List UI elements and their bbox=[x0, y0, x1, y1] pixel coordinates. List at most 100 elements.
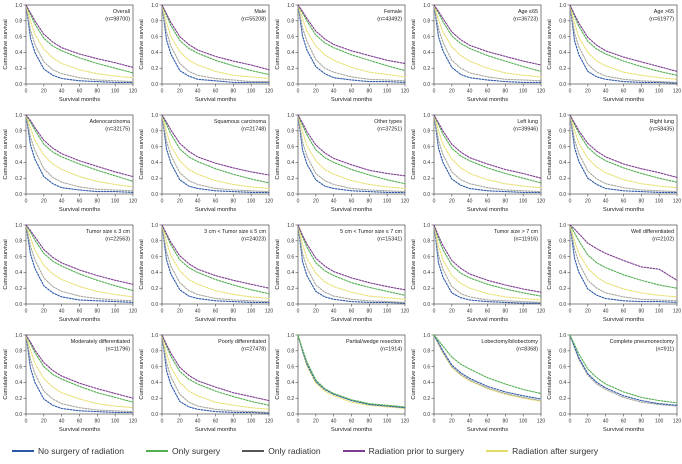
x-tick-label: 80 bbox=[639, 309, 645, 315]
survival-curve bbox=[25, 114, 134, 193]
y-tick-label: 0.2 bbox=[423, 66, 430, 72]
survival-curve bbox=[569, 4, 678, 84]
y-tick-label: 0.2 bbox=[287, 176, 294, 182]
km-panel: 0.0 0.2 0.4 0.6 0.8 1.0 0 20 40 60 80 100 120 Surviva… bbox=[139, 333, 273, 433]
y-tick-label: 0.8 bbox=[423, 349, 430, 355]
y-tick-label: 1.0 bbox=[15, 113, 22, 119]
survival-curve bbox=[25, 114, 134, 192]
panel-title: Male bbox=[254, 9, 266, 15]
x-tick-label: 0 bbox=[25, 199, 28, 205]
y-tick-label: 0.2 bbox=[15, 176, 22, 182]
y-tick-label: 0.6 bbox=[15, 34, 22, 40]
x-tick-label: 120 bbox=[265, 309, 273, 315]
panel-title: Right lung bbox=[650, 119, 674, 125]
survival-curve bbox=[433, 114, 542, 193]
km-panel: 0.0 0.2 0.4 0.6 0.8 1.0 0 20 40 60 80 100 120 Surviva… bbox=[275, 113, 409, 213]
y-tick-label: 1.0 bbox=[423, 3, 430, 9]
y-tick-label: 0.6 bbox=[559, 254, 566, 260]
x-tick-label: 80 bbox=[503, 199, 509, 205]
x-tick-label: 40 bbox=[195, 309, 201, 315]
survival-curve bbox=[297, 334, 406, 408]
legend-label: Only surgery bbox=[172, 446, 221, 456]
x-tick-label: 120 bbox=[537, 419, 545, 425]
x-tick-label: 80 bbox=[367, 199, 373, 205]
x-tick-label: 100 bbox=[519, 309, 528, 315]
x-tick-label: 120 bbox=[401, 419, 409, 425]
legend-item: No surgery of radiation bbox=[12, 446, 124, 456]
survival-curve bbox=[433, 334, 542, 400]
x-tick-label: 0 bbox=[161, 89, 164, 95]
y-tick-label: 0.2 bbox=[559, 286, 566, 292]
y-tick-label: 0.4 bbox=[423, 50, 430, 56]
y-tick-label: 0.8 bbox=[287, 239, 294, 245]
legend-label: Radiation prior to surgery bbox=[368, 446, 465, 456]
x-tick-label: 40 bbox=[59, 419, 65, 425]
km-panel: 0.0 0.2 0.4 0.6 0.8 1.0 0 20 40 60 80 100 120 Surviva… bbox=[3, 113, 137, 213]
y-tick-label: 0.4 bbox=[423, 380, 430, 386]
legend-item: Only surgery bbox=[146, 446, 220, 456]
x-tick-label: 20 bbox=[41, 309, 47, 315]
survival-curve bbox=[297, 4, 406, 65]
survival-curve bbox=[25, 334, 134, 413]
survival-curve bbox=[297, 114, 406, 190]
panel-n-label: (n=11796) bbox=[106, 347, 131, 353]
x-tick-label: 0 bbox=[25, 419, 28, 425]
y-tick-label: 0.4 bbox=[287, 270, 294, 276]
panel-n-label: (n=32175) bbox=[105, 127, 130, 133]
y-tick-label: 0.0 bbox=[15, 412, 22, 418]
survival-curve bbox=[25, 114, 134, 182]
y-tick-label: 0.8 bbox=[559, 239, 566, 245]
y-tick-label: 0.8 bbox=[559, 19, 566, 25]
x-tick-label: 20 bbox=[585, 89, 591, 95]
y-tick-label: 0.0 bbox=[559, 302, 566, 308]
y-tick-label: 0.6 bbox=[559, 144, 566, 150]
panel-title: Squamous carcinoma bbox=[214, 119, 266, 125]
x-tick-label: 60 bbox=[77, 419, 83, 425]
panel-title: Tumor size > 7 cm bbox=[494, 229, 539, 235]
x-tick-label: 0 bbox=[161, 199, 164, 205]
panel-title: Left lung bbox=[517, 119, 538, 125]
x-tick-label: 100 bbox=[655, 89, 664, 95]
km-panel: 0.0 0.2 0.4 0.6 0.8 1.0 0 20 40 60 80 100 120 Surviva… bbox=[139, 113, 273, 213]
y-tick-label: 0.8 bbox=[151, 19, 158, 25]
x-axis-label: Survival months bbox=[331, 317, 372, 323]
y-tick-label: 0.2 bbox=[287, 286, 294, 292]
y-tick-label: 0.4 bbox=[559, 270, 566, 276]
x-tick-label: 40 bbox=[603, 419, 609, 425]
y-tick-label: 0.2 bbox=[423, 286, 430, 292]
y-tick-label: 0.8 bbox=[423, 129, 430, 135]
x-tick-label: 120 bbox=[673, 419, 681, 425]
panel-title: Complete pneumonectomy bbox=[610, 339, 675, 345]
y-tick-label: 0.8 bbox=[287, 129, 294, 135]
x-tick-label: 120 bbox=[265, 419, 273, 425]
y-tick-label: 0.2 bbox=[559, 66, 566, 72]
x-tick-label: 80 bbox=[367, 89, 373, 95]
y-tick-label: 0.8 bbox=[151, 129, 158, 135]
x-tick-label: 20 bbox=[177, 309, 183, 315]
x-tick-label: 100 bbox=[519, 89, 528, 95]
legend-line-swatch bbox=[486, 450, 509, 452]
y-tick-label: 0.8 bbox=[15, 239, 22, 245]
panel-title: 3 cm < Tumor size ≤ 5 cm bbox=[204, 229, 266, 235]
y-axis-label: Cumulative survival bbox=[547, 129, 553, 179]
panel-title: Tumor size ≤ 3 cm bbox=[86, 229, 131, 235]
survival-curve bbox=[297, 114, 406, 185]
survival-curve bbox=[161, 114, 270, 193]
panel-n-label: (n=15341) bbox=[377, 237, 402, 243]
x-tick-label: 80 bbox=[639, 199, 645, 205]
y-tick-label: 0.6 bbox=[559, 364, 566, 370]
x-tick-label: 100 bbox=[519, 199, 528, 205]
panel-n-label: (n=36723) bbox=[513, 17, 538, 23]
survival-curve bbox=[161, 4, 270, 83]
x-axis-label: Survival months bbox=[603, 97, 644, 103]
x-tick-label: 120 bbox=[265, 89, 273, 95]
survival-curve bbox=[25, 4, 134, 83]
km-panel: 0.0 0.2 0.4 0.6 0.8 1.0 0 20 40 60 80 100 120 Surviva… bbox=[139, 3, 273, 103]
x-tick-label: 20 bbox=[449, 199, 455, 205]
y-tick-label: 1.0 bbox=[15, 223, 22, 229]
survival-curve bbox=[297, 114, 406, 193]
y-tick-label: 0.8 bbox=[423, 19, 430, 25]
y-tick-label: 0.2 bbox=[151, 176, 158, 182]
x-tick-label: 20 bbox=[585, 309, 591, 315]
x-tick-label: 0 bbox=[433, 419, 436, 425]
